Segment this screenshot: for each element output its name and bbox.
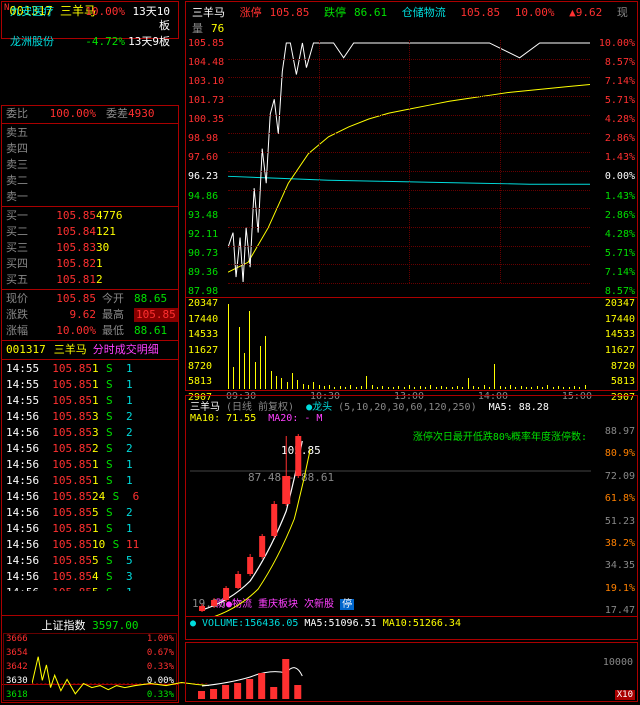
chart-header: 三羊马 涨停105.85 跌停86.61 仓储物流 105.85 10.00% … [186,2,637,38]
tick-title: 分时成交明细 [93,343,159,357]
index-chart[interactable]: 36663654364236303618 1.00%0.67%0.33%0.00… [3,633,177,701]
top-ticker: 九安医疗10.00%13天10板 龙洲股份-4.72%13天9板 [1,1,179,39]
price-area: 105.85104.48103.10101.73100.3598.9897.60… [186,38,637,298]
wc-value: 4930 [128,107,155,121]
kline-header: 三羊马(日线 前复权) ●龙头(5,10,20,30,60,120,250) M… [186,396,637,426]
intraday-chart[interactable]: 三羊马 涨停105.85 跌停86.61 仓储物流 105.85 10.00% … [185,1,638,391]
bottom-volume-panel: 10000 X10 [185,642,638,702]
tick-code: 001317 [6,343,46,357]
volume-area: 20347174401453311627872058132907 2034717… [186,298,637,403]
kline-area: 涨停次日最开低跌80%概率年度涨停数: 105.85 87.48 - 88.61… [186,426,637,616]
tick-name: 三羊马 [54,343,87,357]
kline-chart[interactable]: 三羊马(日线 前复权) ●龙头(5,10,20,30,60,120,250) M… [185,395,638,640]
wb-value: 100.00% [41,107,96,121]
wc-label: 委差 [96,107,128,121]
index-panel: 上证指数 3597.00 36663654364236303618 1.00%0… [1,615,179,703]
kline-volume: ● VOLUME:156436.05 MA5:51096.51 MA10:512… [186,616,637,644]
tick-list[interactable]: 14:55105.851S114:55105.851S114:55105.851… [2,361,178,591]
x10-badge: X10 [615,690,635,700]
wb-label: 委比 [6,107,41,121]
order-panel: 委比 100.00% 委差 4930 卖五卖四卖三卖二卖一 买一105.8547… [1,105,179,685]
